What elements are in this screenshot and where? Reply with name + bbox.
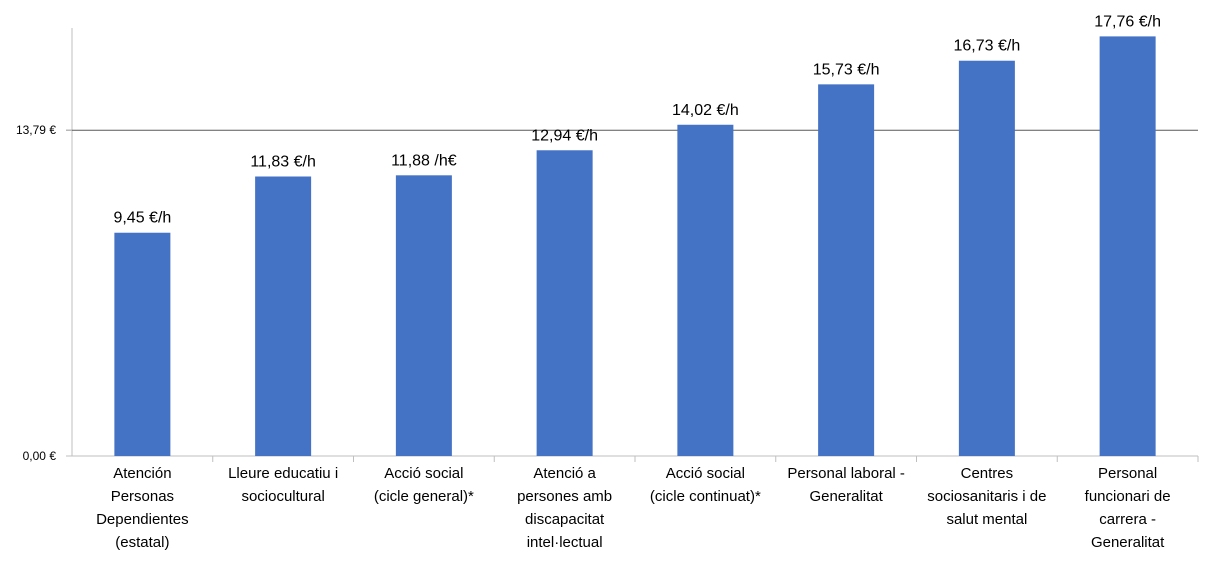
category-label-line: Acció social: [384, 465, 463, 482]
category-label: Acció social (cicle general)*: [374, 465, 474, 505]
data-label: 12,94 €/h: [531, 127, 598, 144]
category-label-line: funcionari de: [1085, 488, 1171, 505]
category-label-line: Generalitat: [809, 488, 883, 505]
y-tick-label: 13,79 €: [16, 123, 56, 137]
data-label: 11,88 /h€: [391, 152, 457, 169]
category-label-line: Personal: [1098, 465, 1157, 482]
category-label-line: (cicle continuat)*: [650, 488, 761, 505]
bar: [1099, 36, 1156, 457]
data-label: 11,83 €/h: [250, 154, 316, 171]
data-label: 17,76 €/h: [1094, 13, 1161, 30]
data-label: 9,45 €/h: [113, 210, 171, 227]
category-label-line: Personal laboral -: [787, 465, 905, 482]
bar: [958, 60, 1015, 456]
category-labels-group: Atención Personas Dependientes (estatal) Lle…: [96, 465, 1170, 551]
bar: [395, 175, 452, 457]
bars-group: [114, 36, 1199, 462]
category-label: Personal funcionari de carrera - Generalita…: [1085, 465, 1171, 551]
category-label: Centres sociosanitaris i de salut mental: [927, 465, 1046, 528]
category-label-line: sociocultural: [241, 488, 324, 505]
y-tick-labels-group: 0,00 € 13,79 €: [16, 123, 72, 463]
bar: [536, 150, 593, 456]
category-label-line: Atención: [113, 465, 171, 482]
category-label: Atención Personas Dependientes (estatal): [96, 465, 189, 551]
data-label: 16,73 €/h: [954, 38, 1021, 55]
category-label-line: (estatal): [115, 534, 169, 551]
category-label-line: Atenció a: [533, 465, 596, 482]
bar: [677, 124, 734, 456]
category-label-line: Acció social: [666, 465, 745, 482]
category-label-line: discapacitat: [525, 511, 605, 528]
category-label-line: Lleure educatiu i: [228, 465, 338, 482]
category-label-line: sociosanitaris i de: [927, 488, 1046, 505]
data-label: 14,02 €/h: [672, 102, 739, 119]
category-label: Lleure educatiu i sociocultural: [228, 465, 338, 505]
y-tick-label: 0,00 €: [23, 449, 57, 463]
category-label-line: Personas: [111, 488, 174, 505]
bar: [255, 176, 312, 456]
bar: [114, 232, 171, 456]
category-label-line: Centres: [961, 465, 1014, 482]
category-label: Acció social (cicle continuat)*: [650, 465, 761, 505]
data-labels-group: 9,45 €/h 11,83 €/h 11,88 /h€ 12,94 €/h 14,02…: [113, 13, 1161, 226]
category-label-line: carrera -: [1099, 511, 1156, 528]
category-label: Personal laboral - Generalitat: [787, 465, 905, 505]
category-label: Atenció a persones amb discapacitat intel·l…: [517, 465, 612, 551]
category-label-line: intel·lectual: [527, 534, 603, 551]
category-label-line: salut mental: [946, 511, 1027, 528]
data-label: 15,73 €/h: [813, 61, 880, 78]
category-label-line: (cicle general)*: [374, 488, 474, 505]
category-label-line: Generalitat: [1091, 534, 1165, 551]
bar: [818, 84, 875, 456]
category-label-line: Dependientes: [96, 511, 189, 528]
category-label-line: persones amb: [517, 488, 612, 505]
